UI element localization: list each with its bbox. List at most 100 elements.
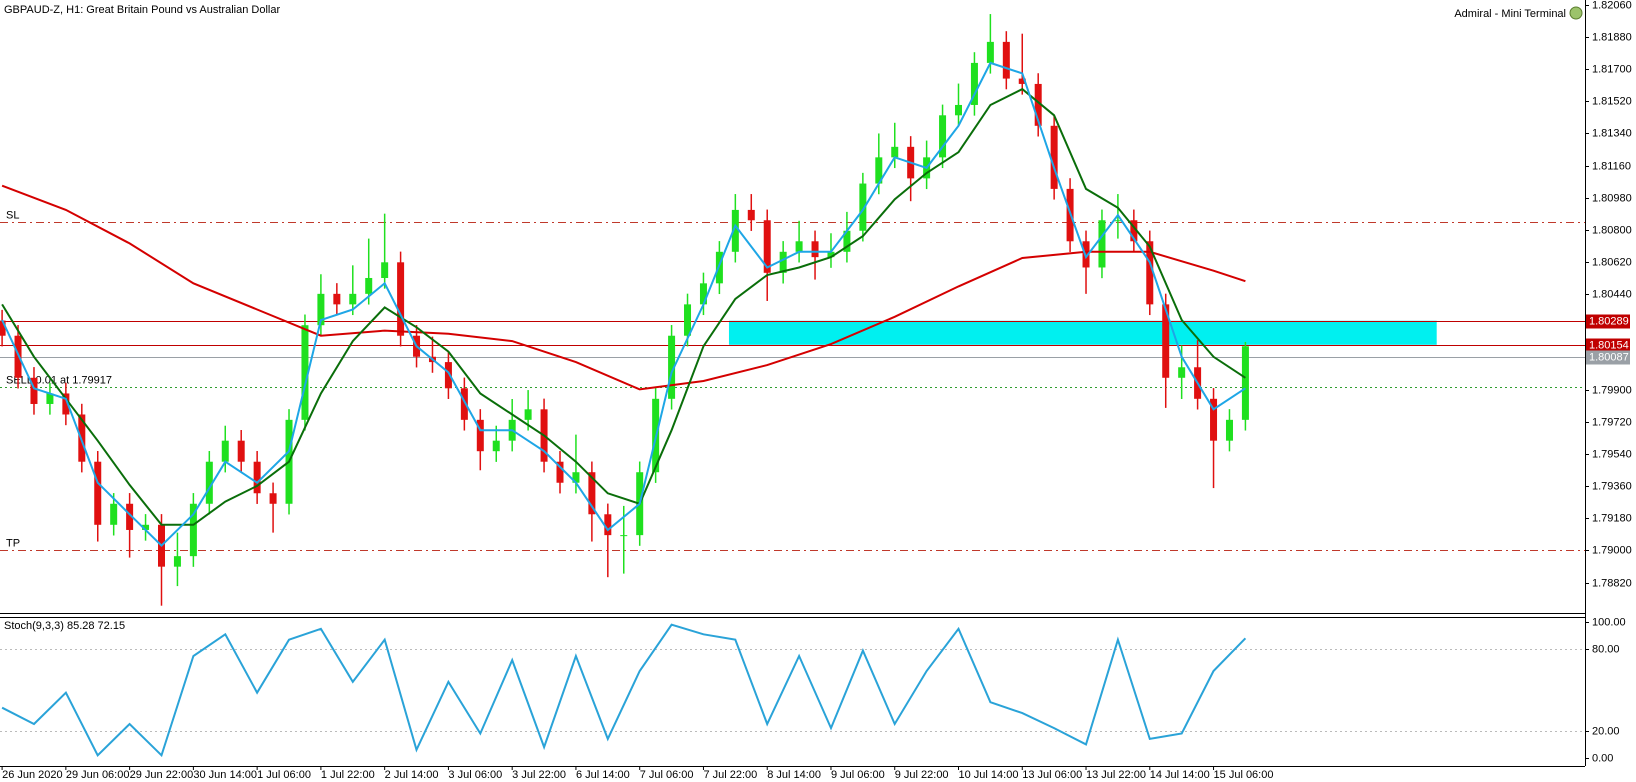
x-tick-label: 1 Jul 22:00 (321, 769, 375, 781)
moving-average (1, 61, 1246, 548)
candle-body (189, 503, 197, 557)
candle-body (668, 335, 676, 399)
candle-body (859, 183, 867, 231)
x-tick-label: 15 Jul 06:00 (1214, 769, 1274, 781)
candle-body (1130, 220, 1138, 242)
y-tick-label: 1.80980 (1592, 192, 1632, 204)
candle-body (795, 241, 803, 252)
candle-body (237, 440, 245, 462)
candle-body (94, 461, 102, 525)
candle-body (476, 419, 484, 452)
candle-body (349, 293, 357, 305)
candle-body (955, 104, 962, 116)
candle-body (1146, 241, 1154, 305)
y-tick-label: 1.79720 (1592, 416, 1632, 428)
price-tag (1586, 338, 1630, 353)
candle-body (970, 62, 978, 105)
price-tag (1586, 314, 1630, 329)
candle-body (1241, 346, 1249, 420)
price-tag-label: 1.80154 (1589, 339, 1629, 351)
candle-body (620, 535, 628, 537)
x-tick-label: 14 Jul 14:00 (1150, 769, 1210, 781)
price-tag-label: 1.80087 (1589, 351, 1629, 363)
y-tick-label: 1.80620 (1592, 256, 1632, 268)
candle-body (365, 277, 373, 294)
terminal-label: Admiral - Mini Terminal (1454, 8, 1566, 20)
candle-body (126, 503, 134, 530)
y-tick-label: 0.00 (1592, 752, 1613, 764)
x-tick-label: 8 Jul 14:00 (767, 769, 821, 781)
x-tick-label: 2 Jul 14:00 (385, 769, 439, 781)
candle-body (604, 514, 612, 536)
candle-body (1098, 220, 1106, 268)
indicator-title: Stoch(9,3,3) 85.28 72.15 (4, 620, 125, 632)
candle-body (891, 146, 899, 158)
zone (728, 320, 1437, 345)
x-tick-label: 29 Jun 06:00 (66, 769, 130, 781)
x-tick-label: 29 Jun 22:00 (130, 769, 194, 781)
candle-body (588, 472, 596, 515)
candle-body (30, 377, 38, 404)
y-tick-label: 1.79540 (1592, 448, 1632, 460)
x-tick-label: 3 Jul 06:00 (448, 769, 502, 781)
y-tick-label: 20.00 (1592, 725, 1620, 737)
candle-body (444, 362, 452, 389)
x-tick-label: 9 Jul 06:00 (831, 769, 885, 781)
y-tick-label: 1.80440 (1592, 288, 1632, 300)
candle-body (1225, 419, 1233, 441)
stochastic-line (1, 623, 1247, 758)
candle-body (317, 293, 325, 326)
level-label: SL (6, 209, 19, 221)
candle-body (939, 115, 947, 158)
x-tick-label: 26 Jun 2020 (2, 769, 63, 781)
candle-body (397, 262, 405, 336)
terminal-icon (1569, 6, 1583, 20)
candle-body (1210, 398, 1218, 441)
level-label: TP (6, 537, 20, 549)
x-tick-label: 3 Jul 22:00 (512, 769, 566, 781)
y-tick-label: 100.00 (1592, 616, 1626, 628)
price-tag-label: 1.80289 (1589, 315, 1629, 327)
candle-body (173, 556, 181, 567)
candle-body (110, 503, 118, 525)
y-tick-label: 1.81160 (1592, 160, 1631, 172)
y-tick-label: 1.81520 (1592, 95, 1632, 107)
x-tick-label: 1 Jul 06:00 (257, 769, 311, 781)
x-tick-label: 9 Jul 22:00 (895, 769, 949, 781)
candle-body (301, 325, 309, 420)
moving-average (1, 87, 1246, 526)
candle-body (1018, 78, 1026, 84)
candle-body (524, 409, 532, 420)
x-tick-label: 7 Jul 06:00 (640, 769, 694, 781)
candle-body (779, 251, 787, 273)
candle-body (731, 209, 739, 252)
candle-body (556, 461, 564, 483)
x-tick-label: 30 Jun 14:00 (193, 769, 257, 781)
candle-body (492, 440, 500, 452)
candle-body (253, 461, 261, 494)
candle-body (572, 472, 580, 483)
y-tick-label: 1.81340 (1592, 127, 1632, 139)
y-tick-label: 1.78820 (1592, 577, 1632, 589)
price-tag (1586, 350, 1630, 365)
candle-body (221, 440, 229, 462)
candle-body (1034, 83, 1042, 126)
candle-body (986, 41, 994, 63)
candle-body (875, 157, 883, 184)
y-tick-label: 1.80800 (1592, 224, 1632, 236)
x-tick-label: 6 Jul 14:00 (576, 769, 630, 781)
candle-body (1162, 304, 1170, 378)
x-tick-label: 13 Jul 22:00 (1086, 769, 1146, 781)
candle-body (142, 524, 150, 530)
candle-body (843, 230, 851, 252)
y-tick-label: 1.79180 (1592, 512, 1632, 524)
x-tick-label: 13 Jul 06:00 (1022, 769, 1082, 781)
y-tick-label: 1.79900 (1592, 384, 1632, 396)
x-tick-label: 10 Jul 14:00 (959, 769, 1019, 781)
candle-body (684, 304, 692, 336)
y-tick-label: 1.81700 (1592, 63, 1632, 75)
chart-title: GBPAUD-Z, H1: Great Britain Pound vs Aus… (4, 4, 280, 16)
moving-average (1, 184, 1246, 391)
candle-body (333, 293, 341, 305)
